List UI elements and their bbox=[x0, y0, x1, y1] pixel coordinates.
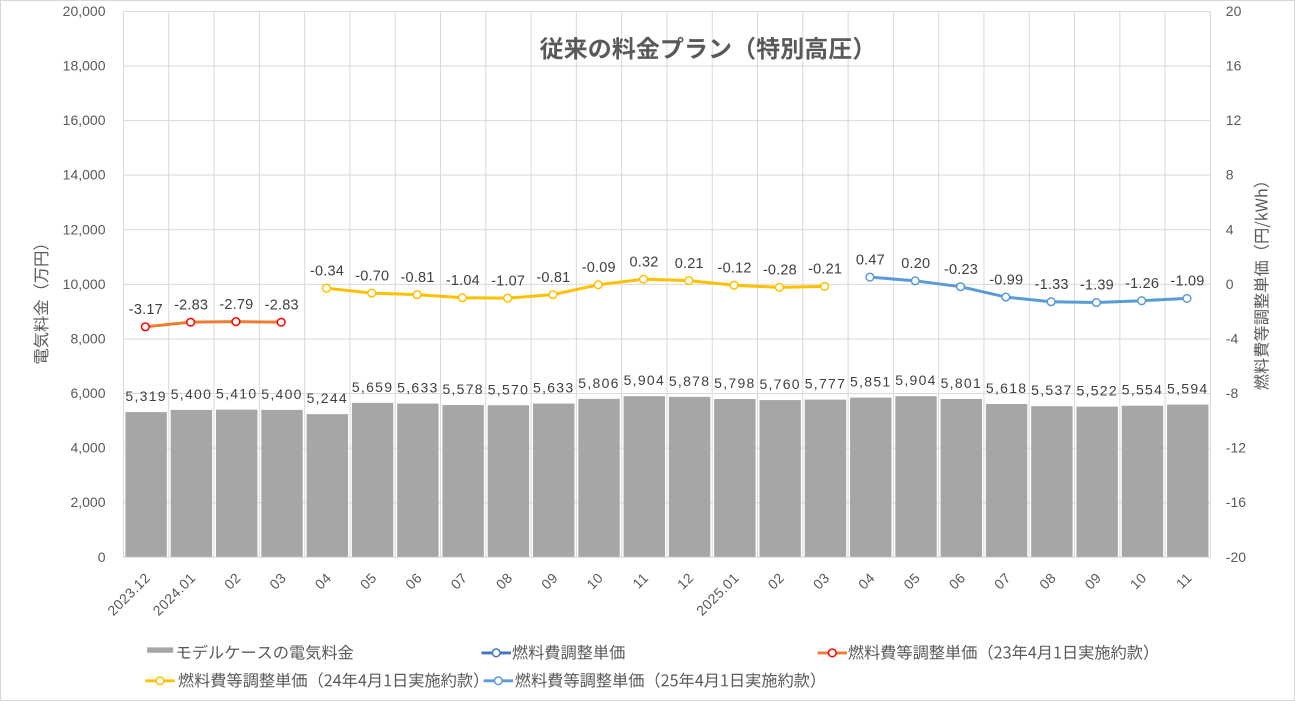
svg-text:6,000: 6,000 bbox=[70, 385, 105, 401]
svg-text:5,618: 5,618 bbox=[986, 380, 1027, 396]
svg-text:12,000: 12,000 bbox=[63, 221, 106, 237]
svg-text:5,806: 5,806 bbox=[578, 375, 619, 391]
svg-text:0.21: 0.21 bbox=[675, 256, 704, 272]
svg-text:0.20: 0.20 bbox=[901, 256, 930, 272]
svg-text:-0.28: -0.28 bbox=[763, 263, 797, 279]
svg-text:5,554: 5,554 bbox=[1122, 382, 1163, 398]
svg-text:5,410: 5,410 bbox=[216, 386, 257, 402]
svg-text:-0.99: -0.99 bbox=[989, 272, 1023, 288]
svg-text:-3.17: -3.17 bbox=[129, 302, 163, 318]
svg-text:10,000: 10,000 bbox=[63, 276, 106, 292]
svg-text:4: 4 bbox=[1226, 221, 1234, 237]
svg-text:8,000: 8,000 bbox=[70, 330, 105, 346]
svg-text:5,777: 5,777 bbox=[805, 376, 846, 392]
svg-text:-1.09: -1.09 bbox=[1170, 274, 1204, 290]
svg-text:5,659: 5,659 bbox=[352, 379, 393, 395]
svg-text:5,633: 5,633 bbox=[533, 380, 574, 396]
svg-text:4,000: 4,000 bbox=[70, 440, 105, 456]
svg-text:5,878: 5,878 bbox=[669, 373, 710, 389]
svg-text:-1.04: -1.04 bbox=[446, 273, 480, 289]
svg-text:16,000: 16,000 bbox=[63, 112, 106, 128]
svg-text:-2.79: -2.79 bbox=[219, 297, 253, 313]
svg-text:-1.26: -1.26 bbox=[1125, 276, 1159, 292]
svg-text:-0.12: -0.12 bbox=[718, 260, 752, 276]
svg-text:-0.23: -0.23 bbox=[944, 262, 978, 278]
svg-text:5,400: 5,400 bbox=[261, 386, 302, 402]
svg-text:0: 0 bbox=[98, 549, 106, 565]
svg-text:5,537: 5,537 bbox=[1031, 382, 1072, 398]
svg-text:5,633: 5,633 bbox=[397, 380, 438, 396]
svg-text:5,570: 5,570 bbox=[488, 381, 529, 397]
svg-text:-4: -4 bbox=[1226, 330, 1239, 346]
svg-text:5,594: 5,594 bbox=[1167, 381, 1208, 397]
svg-text:-0.81: -0.81 bbox=[536, 270, 570, 286]
svg-text:-1.33: -1.33 bbox=[1035, 277, 1069, 293]
svg-text:-20: -20 bbox=[1226, 549, 1246, 565]
svg-text:-2.83: -2.83 bbox=[174, 297, 208, 313]
svg-text:5,522: 5,522 bbox=[1076, 383, 1117, 399]
svg-text:5,904: 5,904 bbox=[895, 372, 936, 388]
svg-text:14,000: 14,000 bbox=[63, 167, 106, 183]
svg-text:5,760: 5,760 bbox=[759, 376, 800, 392]
svg-text:-1.07: -1.07 bbox=[491, 273, 525, 289]
svg-text:16: 16 bbox=[1226, 57, 1242, 73]
svg-text:0: 0 bbox=[1226, 276, 1234, 292]
svg-text:5,578: 5,578 bbox=[442, 381, 483, 397]
svg-text:-16: -16 bbox=[1226, 494, 1246, 510]
svg-text:5,400: 5,400 bbox=[171, 386, 212, 402]
svg-text:-1.39: -1.39 bbox=[1080, 278, 1114, 294]
svg-text:12: 12 bbox=[1226, 112, 1242, 128]
svg-text:5,319: 5,319 bbox=[125, 388, 166, 404]
svg-text:-0.70: -0.70 bbox=[355, 268, 389, 284]
svg-text:-0.09: -0.09 bbox=[582, 260, 616, 276]
svg-text:-0.34: -0.34 bbox=[310, 263, 344, 279]
svg-text:-12: -12 bbox=[1226, 440, 1246, 456]
svg-text:5,801: 5,801 bbox=[941, 375, 982, 391]
svg-text:0.32: 0.32 bbox=[629, 254, 658, 270]
svg-text:20,000: 20,000 bbox=[63, 3, 106, 19]
svg-text:5,904: 5,904 bbox=[624, 372, 665, 388]
svg-text:5,798: 5,798 bbox=[714, 375, 755, 391]
svg-text:-0.81: -0.81 bbox=[401, 270, 435, 286]
svg-text:-2.83: -2.83 bbox=[265, 297, 299, 313]
svg-text:5,244: 5,244 bbox=[307, 390, 348, 406]
svg-text:2,000: 2,000 bbox=[70, 494, 105, 510]
svg-text:0.47: 0.47 bbox=[856, 252, 885, 268]
svg-text:20: 20 bbox=[1226, 3, 1242, 19]
svg-text:-8: -8 bbox=[1226, 385, 1239, 401]
svg-text:5,851: 5,851 bbox=[850, 374, 891, 390]
svg-text:-0.21: -0.21 bbox=[808, 262, 842, 278]
svg-text:18,000: 18,000 bbox=[63, 57, 106, 73]
svg-text:8: 8 bbox=[1226, 167, 1234, 183]
